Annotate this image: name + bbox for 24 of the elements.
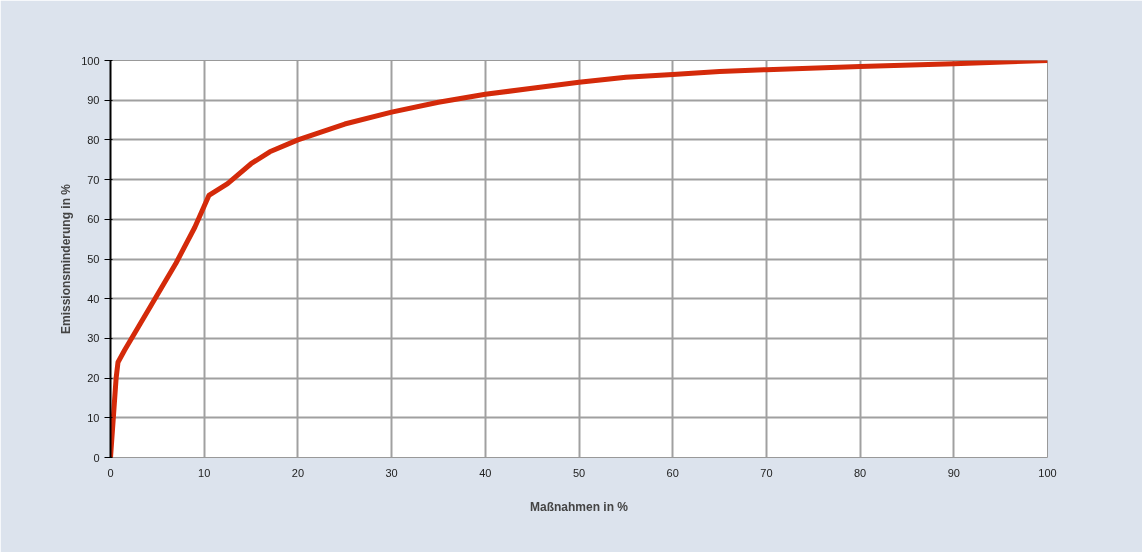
x-tick-label: 40 xyxy=(479,466,492,479)
x-tick-label: 100 xyxy=(1038,466,1057,479)
x-tick-label: 0 xyxy=(107,466,114,479)
y-tick-label: 100 xyxy=(81,54,100,67)
y-axis-title: Emissionsminderung in % xyxy=(59,183,74,335)
y-tick-label: 60 xyxy=(87,213,100,226)
x-tick-label: 60 xyxy=(666,466,679,479)
y-tick-label: 10 xyxy=(87,411,100,424)
y-tick-label: 50 xyxy=(87,253,100,265)
y-tick-label: 20 xyxy=(87,372,100,385)
y-tick-label: 0 xyxy=(93,451,100,464)
x-tick-label: 90 xyxy=(947,466,960,479)
x-tick-label: 10 xyxy=(198,466,211,479)
x-tick-label: 50 xyxy=(572,466,586,479)
y-tick-label: 30 xyxy=(87,332,100,345)
x-tick-label: 80 xyxy=(853,466,867,479)
x-tick-label: 30 xyxy=(385,466,398,479)
y-tick-label: 90 xyxy=(87,94,100,107)
y-tick-label: 80 xyxy=(87,133,100,146)
x-tick-label: 20 xyxy=(291,466,305,479)
x-tick-label: 70 xyxy=(760,466,773,479)
y-tick-label: 40 xyxy=(87,292,100,305)
y-tick-label: 70 xyxy=(87,173,100,186)
x-axis-title: Maßnahmen in % xyxy=(530,499,629,514)
